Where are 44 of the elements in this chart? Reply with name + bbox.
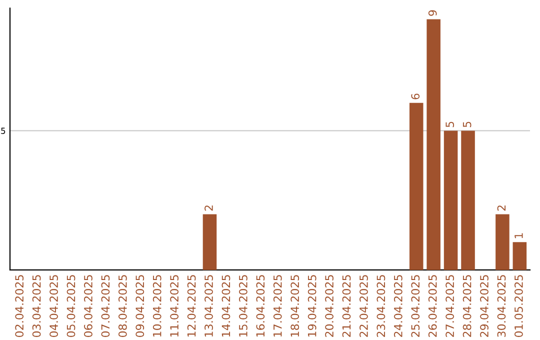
x-tick-label: 02.04.2025 — [15, 275, 24, 338]
x-tick-label: 16.04.2025 — [256, 275, 265, 337]
x-tick-label: 17.04.2025 — [273, 275, 282, 337]
bar — [202, 214, 217, 270]
bar — [409, 102, 424, 270]
bar — [444, 130, 458, 270]
data-label: 2 — [497, 206, 506, 211]
bar — [496, 214, 510, 270]
x-tick-label: 06.04.2025 — [84, 275, 92, 338]
x-tick-label: 05.04.2025 — [66, 275, 76, 338]
bar — [461, 130, 475, 270]
x-tick-label: 15.04.2025 — [238, 275, 248, 337]
x-tick-label: 08.04.2025 — [118, 275, 127, 338]
x-tick-label: 18.04.2025 — [290, 275, 300, 337]
x-tick-label: 21.04.2025 — [342, 275, 351, 337]
x-tick-label: 27.04.2025 — [446, 275, 454, 337]
x-tick-label: 25.04.2025 — [411, 275, 420, 337]
x-tick-label: 10.04.2025 — [152, 275, 162, 337]
data-label: 1 — [514, 233, 523, 238]
data-label: 9 — [428, 10, 437, 16]
bar — [426, 19, 440, 270]
x-tick-label: 28.04.2025 — [462, 275, 472, 337]
data-label: 5 — [446, 122, 454, 128]
bar — [512, 242, 527, 270]
x-tick-label: 24.04.2025 — [394, 275, 402, 337]
x-tick-label: 19.04.2025 — [308, 275, 316, 337]
x-tick-label: 03.04.2025 — [32, 275, 41, 338]
x-tick-label: 09.04.2025 — [136, 275, 144, 338]
x-tick-label: 30.04.2025 — [497, 275, 506, 337]
x-tick-label: 13.04.2025 — [204, 275, 213, 337]
x-tick-label: 12.04.2025 — [187, 275, 196, 337]
x-tick-label: 11.04.2025 — [170, 275, 179, 337]
x-tick-label: 04.04.2025 — [50, 275, 58, 338]
x-tick-label: 20.04.2025 — [325, 275, 334, 337]
x-tick-label: 14.04.2025 — [222, 275, 230, 337]
x-tick-label: 26.04.2025 — [428, 275, 437, 337]
x-tick-label: 29.04.2025 — [480, 275, 488, 337]
data-label: 5 — [462, 122, 472, 128]
x-tick-label: 23.04.2025 — [376, 275, 386, 337]
data-label: 2 — [204, 206, 213, 211]
x-tick-label: 07.04.2025 — [101, 275, 110, 338]
data-label: 6 — [411, 94, 420, 100]
x-tick-label: 01.05.2025 — [514, 275, 523, 338]
x-tick-label: 22.04.2025 — [360, 275, 368, 337]
